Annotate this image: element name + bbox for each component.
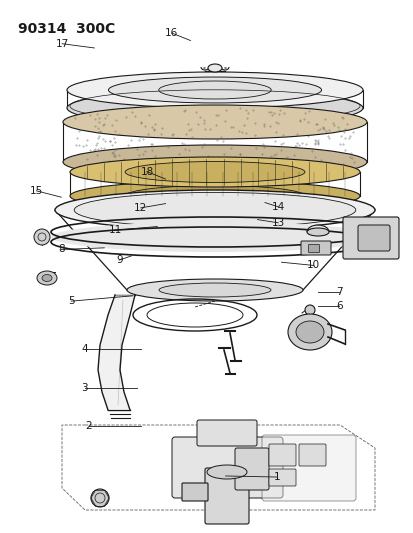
Ellipse shape (55, 190, 374, 230)
Ellipse shape (206, 465, 247, 479)
Text: 18: 18 (140, 167, 153, 176)
Text: 17: 17 (55, 39, 69, 49)
Text: 13: 13 (271, 218, 284, 228)
Ellipse shape (306, 228, 328, 236)
Ellipse shape (125, 185, 304, 206)
FancyBboxPatch shape (197, 420, 256, 446)
Text: 8: 8 (58, 245, 64, 254)
Text: 5: 5 (68, 296, 74, 306)
Ellipse shape (127, 279, 302, 301)
Text: 90314  300C: 90314 300C (18, 22, 115, 36)
Ellipse shape (125, 161, 304, 182)
Ellipse shape (70, 157, 359, 187)
FancyBboxPatch shape (268, 444, 295, 466)
Ellipse shape (63, 105, 366, 139)
Text: 4: 4 (81, 344, 88, 354)
Ellipse shape (159, 283, 271, 297)
Ellipse shape (34, 229, 50, 245)
Text: 12: 12 (134, 203, 147, 213)
Ellipse shape (295, 321, 323, 343)
Ellipse shape (37, 271, 57, 285)
Text: 3: 3 (81, 383, 88, 393)
Ellipse shape (67, 90, 362, 126)
Text: 2: 2 (85, 422, 92, 431)
Text: 1: 1 (273, 472, 280, 482)
Ellipse shape (42, 274, 52, 281)
Ellipse shape (63, 145, 366, 179)
Text: 14: 14 (271, 202, 284, 212)
Text: 16: 16 (165, 28, 178, 38)
FancyBboxPatch shape (235, 448, 268, 490)
Ellipse shape (67, 72, 362, 108)
FancyBboxPatch shape (182, 483, 207, 501)
FancyBboxPatch shape (298, 444, 325, 466)
Text: 15: 15 (30, 186, 43, 196)
Text: 6: 6 (335, 302, 342, 311)
Ellipse shape (108, 77, 321, 103)
FancyBboxPatch shape (171, 437, 282, 498)
Ellipse shape (287, 314, 331, 350)
Ellipse shape (207, 64, 221, 72)
Text: 9: 9 (116, 255, 122, 265)
Text: 7: 7 (335, 287, 342, 297)
FancyBboxPatch shape (261, 435, 355, 501)
FancyBboxPatch shape (308, 245, 319, 253)
Ellipse shape (51, 222, 378, 252)
Ellipse shape (70, 181, 359, 211)
Ellipse shape (74, 192, 355, 228)
FancyBboxPatch shape (204, 468, 248, 524)
FancyBboxPatch shape (357, 225, 389, 251)
Polygon shape (98, 295, 135, 410)
Ellipse shape (158, 81, 271, 99)
FancyBboxPatch shape (342, 217, 398, 259)
Ellipse shape (91, 489, 109, 507)
Text: 11: 11 (108, 225, 121, 235)
FancyBboxPatch shape (300, 241, 330, 255)
Ellipse shape (304, 305, 314, 315)
FancyBboxPatch shape (268, 469, 295, 486)
Text: 10: 10 (306, 261, 320, 270)
